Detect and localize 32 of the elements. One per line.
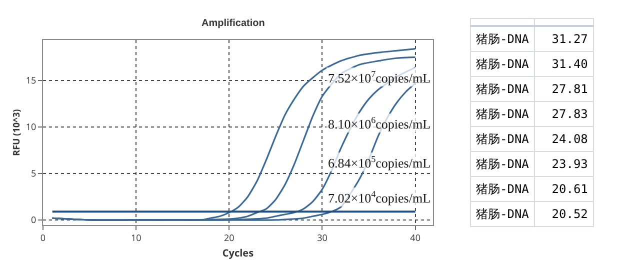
text: 猪肠-DNA [470, 152, 534, 176]
annotation: 7.52×10$^{7}$copies/mL [328, 69, 431, 86]
text: 31.40 [534, 52, 594, 76]
text: 23.93 [534, 152, 594, 176]
text: 猪肠-DNA [470, 202, 534, 226]
x-axis-title: Cycles [222, 245, 254, 260]
text: 猪肠-DNA [470, 126, 534, 152]
text: 猪肠-DNA [470, 176, 534, 202]
text: 猪肠-DNA [470, 76, 534, 102]
text: 31.27 [534, 26, 594, 52]
text: 20.52 [534, 202, 594, 226]
text: 27.81 [534, 76, 594, 102]
y-tick-label: 10 [26, 120, 36, 134]
x-tick-label: 20 [224, 230, 234, 244]
text: 猪肠-DNA [470, 102, 534, 126]
x-tick-label: 30 [317, 230, 328, 244]
y-axis-title: RFU (10^3) [9, 109, 22, 156]
y-tick-label: 0 [31, 213, 36, 226]
text: 27.83 [534, 102, 594, 126]
x-tick-label: 0 [40, 230, 46, 244]
x-tick-label: 40 [410, 230, 420, 244]
chart-title: Amplification [202, 18, 265, 30]
annotation: 8.10×10$^{6}$copies/mL [328, 115, 431, 132]
y-tick-label: 15 [26, 74, 36, 87]
text: 20.61 [534, 176, 594, 202]
text: 24.08 [534, 126, 594, 152]
annotation: 7.02×10$^{4}$copies/mL [328, 189, 431, 206]
y-tick-label: 5 [31, 166, 36, 180]
annotation: 6.84×10$^{5}$copies/mL [328, 154, 431, 170]
x-tick-label: 10 [130, 230, 142, 244]
text: 猪肠-DNA [470, 26, 534, 52]
text: 猪肠-DNA [470, 52, 534, 76]
